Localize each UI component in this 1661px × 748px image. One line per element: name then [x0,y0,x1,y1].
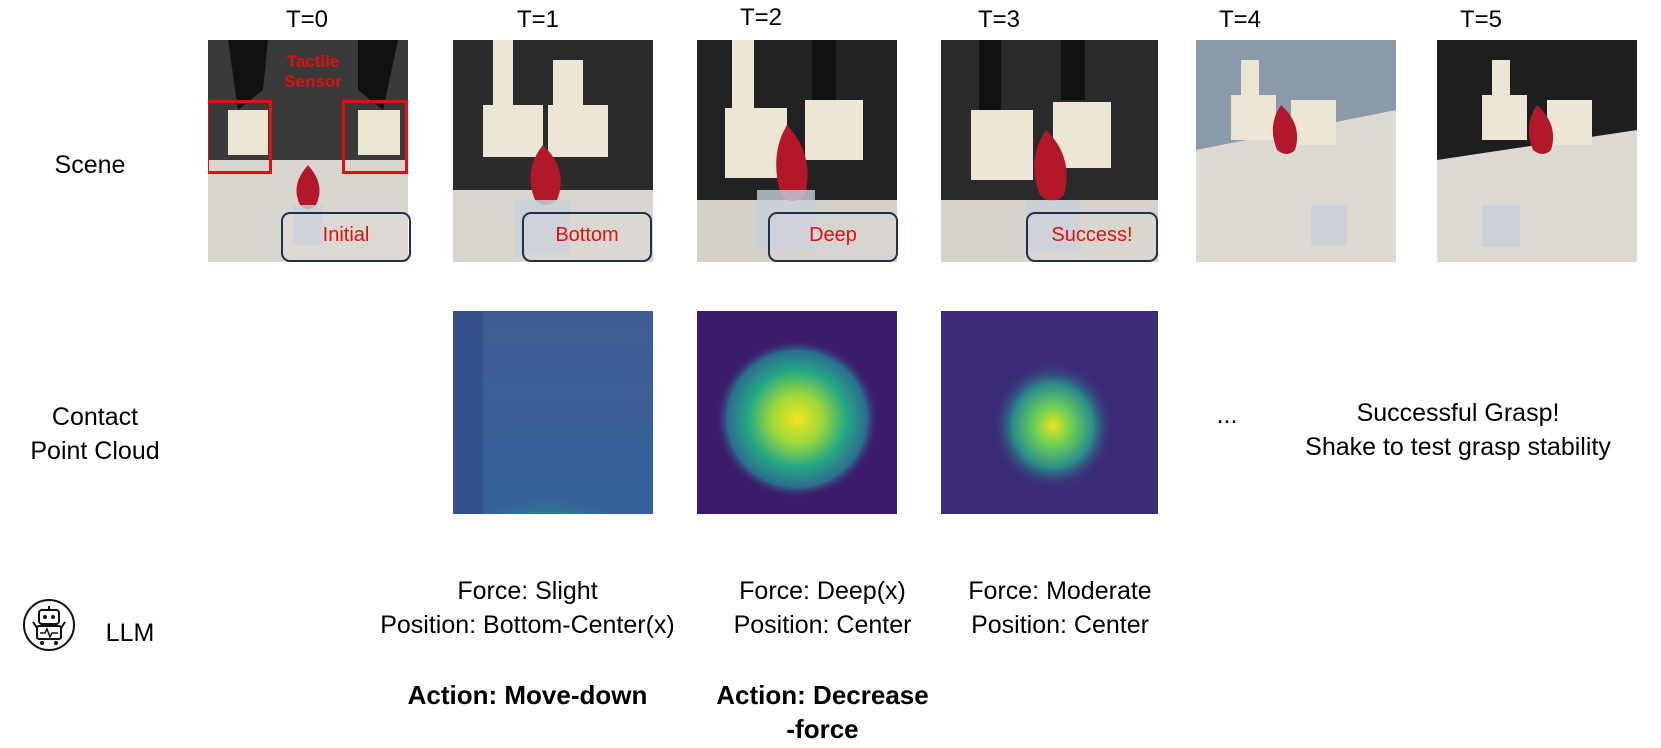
sensor-highlight-box [342,100,408,174]
robot-icon [22,598,76,652]
llm-action-line2: -force [700,712,945,746]
llm-action-t1: Action: Move-down [355,678,700,712]
contact-heatmap-t1 [453,311,653,514]
timestep-label: T=4 [1180,6,1300,34]
llm-action-line1: Action: Decrease [700,678,945,712]
scene-tag: Bottom [522,212,652,262]
llm-force: Force: Moderate [945,574,1175,608]
llm-position: Position: Center [700,608,945,642]
timestep-label: T=2 [701,4,821,32]
sensor-highlight-box [208,100,272,174]
scene-photo-t4 [1196,40,1396,262]
sensor-label-line2: Sensor [268,72,358,92]
row-label-llm: LLM [90,616,170,650]
contact-heatmap-t3 [941,311,1158,514]
row-label-contact: Contact Point Cloud [10,400,180,468]
scene-photo-t5 [1437,40,1637,262]
llm-output-t1: Force: Slight Position: Bottom-Center(x) [355,574,700,642]
sensor-label-line1: Tactile [268,52,358,72]
scene-tag: Deep [768,212,898,262]
success-note-line1: Successful Grasp! [1268,396,1648,430]
sensor-label: Tactile Sensor [268,52,358,92]
timestep-label: T=0 [247,6,367,34]
scene-tag: Initial [281,212,411,262]
timestep-label: T=5 [1421,6,1541,34]
llm-force: Force: Deep(x) [700,574,945,608]
timestep-label: T=1 [478,6,598,34]
row-label-scene: Scene [30,148,150,182]
llm-output-t3: Force: Moderate Position: Center [945,574,1175,642]
contact-heatmap-t2 [697,311,897,514]
scene-tag: Success! [1026,212,1158,262]
success-note: Successful Grasp! Shake to test grasp st… [1268,396,1648,464]
llm-output-t2: Force: Deep(x) Position: Center [700,574,945,642]
llm-force: Force: Slight [355,574,700,608]
row-label-contact-line2: Point Cloud [10,434,180,468]
llm-action-line1: Action: Move-down [355,678,700,712]
llm-position: Position: Center [945,608,1175,642]
llm-position: Position: Bottom-Center(x) [355,608,700,642]
ellipsis: ... [1212,398,1242,432]
timestep-label: T=3 [939,6,1059,34]
success-note-line2: Shake to test grasp stability [1268,430,1648,464]
row-label-contact-line1: Contact [10,400,180,434]
llm-action-t2: Action: Decrease -force [700,678,945,746]
